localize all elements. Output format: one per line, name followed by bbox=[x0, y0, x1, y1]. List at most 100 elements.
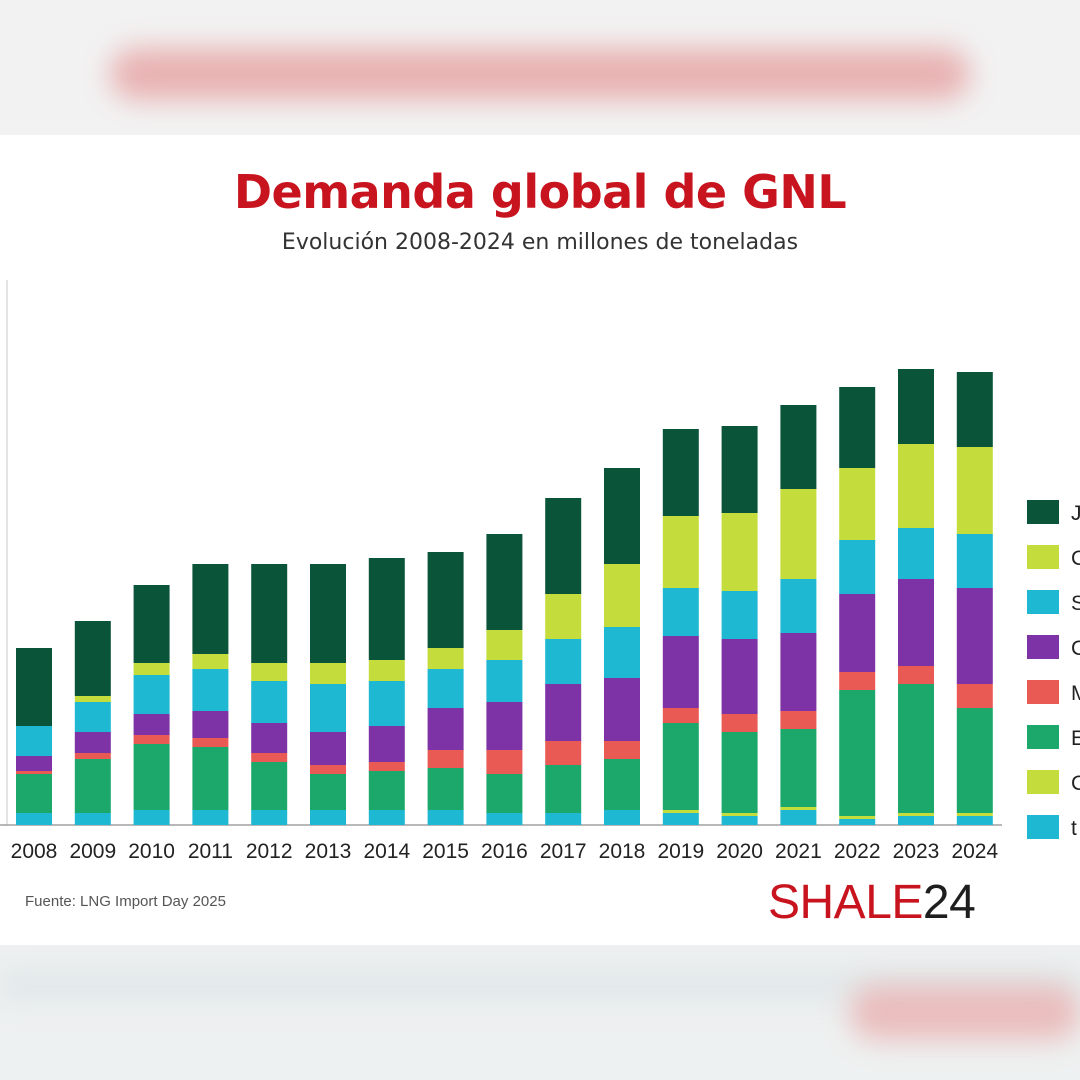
bar-segment-2011-s7 bbox=[192, 564, 229, 654]
bar-segment-2021-s6 bbox=[780, 489, 817, 579]
x-tick-label: 2015 bbox=[422, 840, 469, 863]
legend-label: t bbox=[1071, 817, 1077, 840]
bar-segment-2021-s7 bbox=[780, 405, 817, 489]
bar-segment-2020-s7 bbox=[721, 426, 758, 513]
bar-segment-2012-s6 bbox=[251, 663, 288, 681]
bar-segment-2019-s5 bbox=[662, 588, 699, 636]
bar-segment-2017-s2 bbox=[545, 765, 582, 813]
legend-swatch bbox=[1027, 680, 1059, 704]
x-tick-label: 2021 bbox=[775, 840, 822, 863]
x-tick-label: 2014 bbox=[363, 840, 410, 863]
bar-segment-2024-s4 bbox=[956, 588, 993, 684]
x-tick-label: 2016 bbox=[481, 840, 528, 863]
x-tick-label: 2010 bbox=[128, 840, 175, 863]
bar-segment-2008-s2 bbox=[16, 774, 52, 813]
bar-segment-2012-s4 bbox=[251, 723, 288, 753]
bar-segment-2013-s6 bbox=[310, 663, 346, 684]
bar-segment-2010-s0 bbox=[133, 810, 170, 825]
bar-segment-2020-s4 bbox=[721, 639, 758, 714]
bar-segment-2009-s7 bbox=[74, 621, 111, 696]
x-tick-label: 2018 bbox=[599, 840, 646, 863]
bar-segment-2023-s3 bbox=[898, 666, 934, 684]
bar-segment-2022-s7 bbox=[839, 387, 876, 468]
bar-segment-2010-s4 bbox=[133, 714, 170, 735]
bar-segment-2017-s0 bbox=[545, 813, 582, 825]
bar-segment-2009-s2 bbox=[74, 759, 111, 813]
brand-logo: SHALE24 bbox=[768, 875, 976, 931]
legend-swatch bbox=[1027, 770, 1059, 794]
bar-segment-2022-s1 bbox=[839, 816, 876, 819]
bar-segment-2009-s6 bbox=[74, 696, 111, 702]
bar-segment-2017-s3 bbox=[545, 741, 582, 765]
bar-segment-2020-s2 bbox=[721, 732, 758, 813]
legend-label: M bbox=[1071, 682, 1080, 705]
bar-segment-2020-s6 bbox=[721, 513, 758, 591]
bar-segment-2019-s6 bbox=[662, 516, 699, 588]
bar-segment-2010-s2 bbox=[133, 744, 170, 810]
bar-segment-2015-s2 bbox=[427, 768, 464, 810]
source-note: Fuente: LNG Import Day 2025 bbox=[25, 893, 226, 910]
bar-segment-2021-s4 bbox=[780, 633, 817, 711]
bar-segment-2008-s5 bbox=[16, 726, 52, 756]
bar-segment-2017-s4 bbox=[545, 684, 582, 741]
x-tick-label: 2012 bbox=[246, 840, 293, 863]
bar-segment-2010-s5 bbox=[133, 675, 170, 714]
bar-segment-2013-s5 bbox=[310, 684, 346, 732]
bar-segment-2014-s5 bbox=[368, 681, 405, 726]
bar-segment-2024-s0 bbox=[956, 816, 993, 825]
bar-segment-2017-s7 bbox=[545, 498, 582, 594]
blurred-background-bottom bbox=[0, 945, 1080, 1080]
bar-segment-2008-s3 bbox=[16, 771, 52, 774]
brand-logo-part1: SHALE bbox=[768, 876, 923, 929]
blurred-background-top bbox=[0, 0, 1080, 135]
x-tick-label: 2024 bbox=[951, 840, 998, 863]
legend-label: C bbox=[1071, 637, 1080, 660]
bar-segment-2022-s0 bbox=[839, 819, 876, 825]
bar-segment-2013-s7 bbox=[310, 564, 346, 663]
blurred-title-smear bbox=[110, 48, 970, 100]
legend-label: E bbox=[1071, 727, 1080, 750]
bar-segment-2013-s3 bbox=[310, 765, 346, 774]
bar-segment-2014-s3 bbox=[368, 762, 405, 771]
bar-segment-2018-s6 bbox=[604, 564, 640, 627]
bar-segment-2022-s5 bbox=[839, 540, 876, 594]
bar-segment-2008-s0 bbox=[16, 813, 52, 825]
bar-segment-2011-s6 bbox=[192, 654, 229, 669]
bar-segment-2013-s0 bbox=[310, 810, 346, 825]
bar-segment-2022-s6 bbox=[839, 468, 876, 540]
bar-segment-2014-s6 bbox=[368, 660, 405, 681]
bar-segment-2015-s0 bbox=[427, 810, 464, 825]
bar-segment-2011-s0 bbox=[192, 810, 229, 825]
bar-segment-2009-s0 bbox=[74, 813, 111, 825]
legend-swatch bbox=[1027, 500, 1059, 524]
bar-segment-2023-s7 bbox=[898, 369, 934, 444]
bar-segment-2014-s2 bbox=[368, 771, 405, 810]
x-tick-label: 2009 bbox=[69, 840, 116, 863]
bar-segment-2024-s1 bbox=[956, 813, 993, 816]
bar-segment-2019-s3 bbox=[662, 708, 699, 723]
legend-swatch bbox=[1027, 725, 1059, 749]
bar-segment-2012-s3 bbox=[251, 753, 288, 762]
bar-segment-2017-s5 bbox=[545, 639, 582, 684]
bar-segment-2016-s5 bbox=[486, 660, 523, 702]
bar-segment-2021-s0 bbox=[780, 810, 817, 825]
legend-label: S bbox=[1071, 592, 1080, 615]
bar-segment-2008-s7 bbox=[16, 648, 52, 726]
bar-segment-2022-s2 bbox=[839, 690, 876, 816]
legend-label: J bbox=[1071, 502, 1080, 525]
bar-segment-2024-s3 bbox=[956, 684, 993, 708]
bar-segment-2015-s7 bbox=[427, 552, 464, 648]
bar-segment-2012-s2 bbox=[251, 762, 288, 810]
infographic-card: Demanda global de GNL Evolución 2008-202… bbox=[0, 135, 1080, 945]
legend-label: C bbox=[1071, 772, 1080, 795]
bar-segment-2009-s4 bbox=[74, 732, 111, 753]
bar-segment-2014-s7 bbox=[368, 558, 405, 660]
bar-segment-2023-s2 bbox=[898, 684, 934, 813]
bar-segment-2019-s2 bbox=[662, 723, 699, 810]
bar-segment-2011-s3 bbox=[192, 738, 229, 747]
bar-segment-2016-s6 bbox=[486, 630, 523, 660]
bar-segment-2016-s7 bbox=[486, 534, 523, 630]
bar-segment-2020-s0 bbox=[721, 816, 758, 825]
legend-swatch bbox=[1027, 545, 1059, 569]
bar-segment-2016-s0 bbox=[486, 813, 523, 825]
